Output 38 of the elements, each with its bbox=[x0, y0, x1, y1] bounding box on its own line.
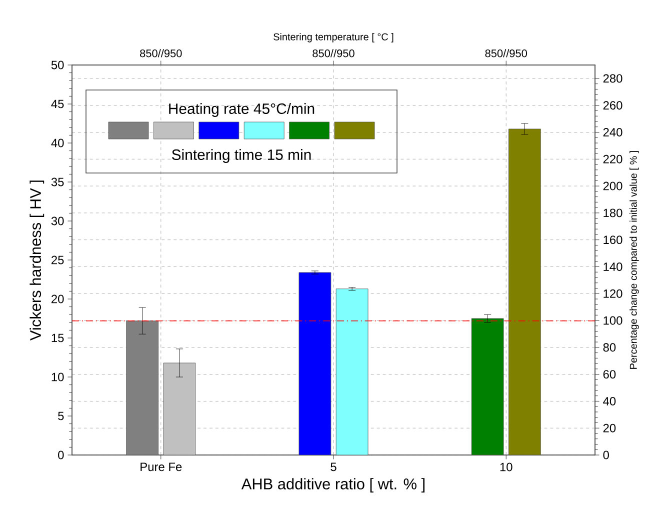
y-tick-label: 15 bbox=[52, 334, 64, 342]
x2-axis-title: Sintering temperature [ °C ] bbox=[274, 33, 394, 42]
y2-tick-label: 260 bbox=[603, 101, 622, 110]
x-tick-label: 5 bbox=[330, 462, 336, 472]
x-axis-title: AHB additive ratio [ wt. % ] bbox=[241, 478, 424, 492]
y-tick-label: 20 bbox=[52, 294, 64, 304]
y2-tick-label: 40 bbox=[603, 396, 616, 406]
y-tick-label: 5 bbox=[58, 412, 64, 420]
x-tick-label: Pure Fe bbox=[140, 462, 182, 472]
legend-title: Heating rate 45°C/min bbox=[169, 103, 314, 117]
y-tick-label: 0 bbox=[58, 450, 64, 460]
y2-tick-label: 240 bbox=[603, 128, 622, 136]
y2-tick-label: 140 bbox=[604, 262, 622, 271]
y2-tick-label: 160 bbox=[604, 236, 622, 244]
y-tick-label: 30 bbox=[51, 216, 64, 226]
y2-tick-label: 60 bbox=[603, 370, 616, 379]
annotation: Sintering time 15 min bbox=[172, 149, 311, 163]
text: 850//950 bbox=[312, 49, 354, 58]
y2-tick-label: 180 bbox=[604, 208, 622, 218]
y-tick-label: 50 bbox=[51, 60, 64, 70]
y2-tick-label: 120 bbox=[604, 289, 622, 298]
y2-tick-label: 20 bbox=[603, 424, 616, 432]
text: 850//950 bbox=[485, 49, 527, 58]
y-tick-label: 40 bbox=[51, 138, 64, 148]
y-tick-label: 25 bbox=[52, 256, 64, 264]
y2-axis-title: Percentage change compared to initial value [ % ] bbox=[630, 151, 639, 369]
y2-tick-label: 280 bbox=[603, 74, 622, 83]
y2-tick-label: 80 bbox=[603, 343, 616, 352]
y-tick-label: 10 bbox=[52, 372, 64, 382]
text: 850//950 bbox=[140, 49, 182, 58]
y2-tick-label: 200 bbox=[603, 182, 622, 190]
y2-tick-label: 100 bbox=[604, 316, 622, 325]
y2-tick-label: 220 bbox=[603, 154, 622, 164]
y-axis-title: Vickers hardness [ HV ] bbox=[30, 180, 44, 340]
y-tick-label: 35 bbox=[51, 178, 64, 186]
y-tick-label: 45 bbox=[51, 100, 64, 108]
x-tick-label: 10 bbox=[500, 462, 512, 472]
y2-tick-label: 0 bbox=[603, 450, 609, 460]
